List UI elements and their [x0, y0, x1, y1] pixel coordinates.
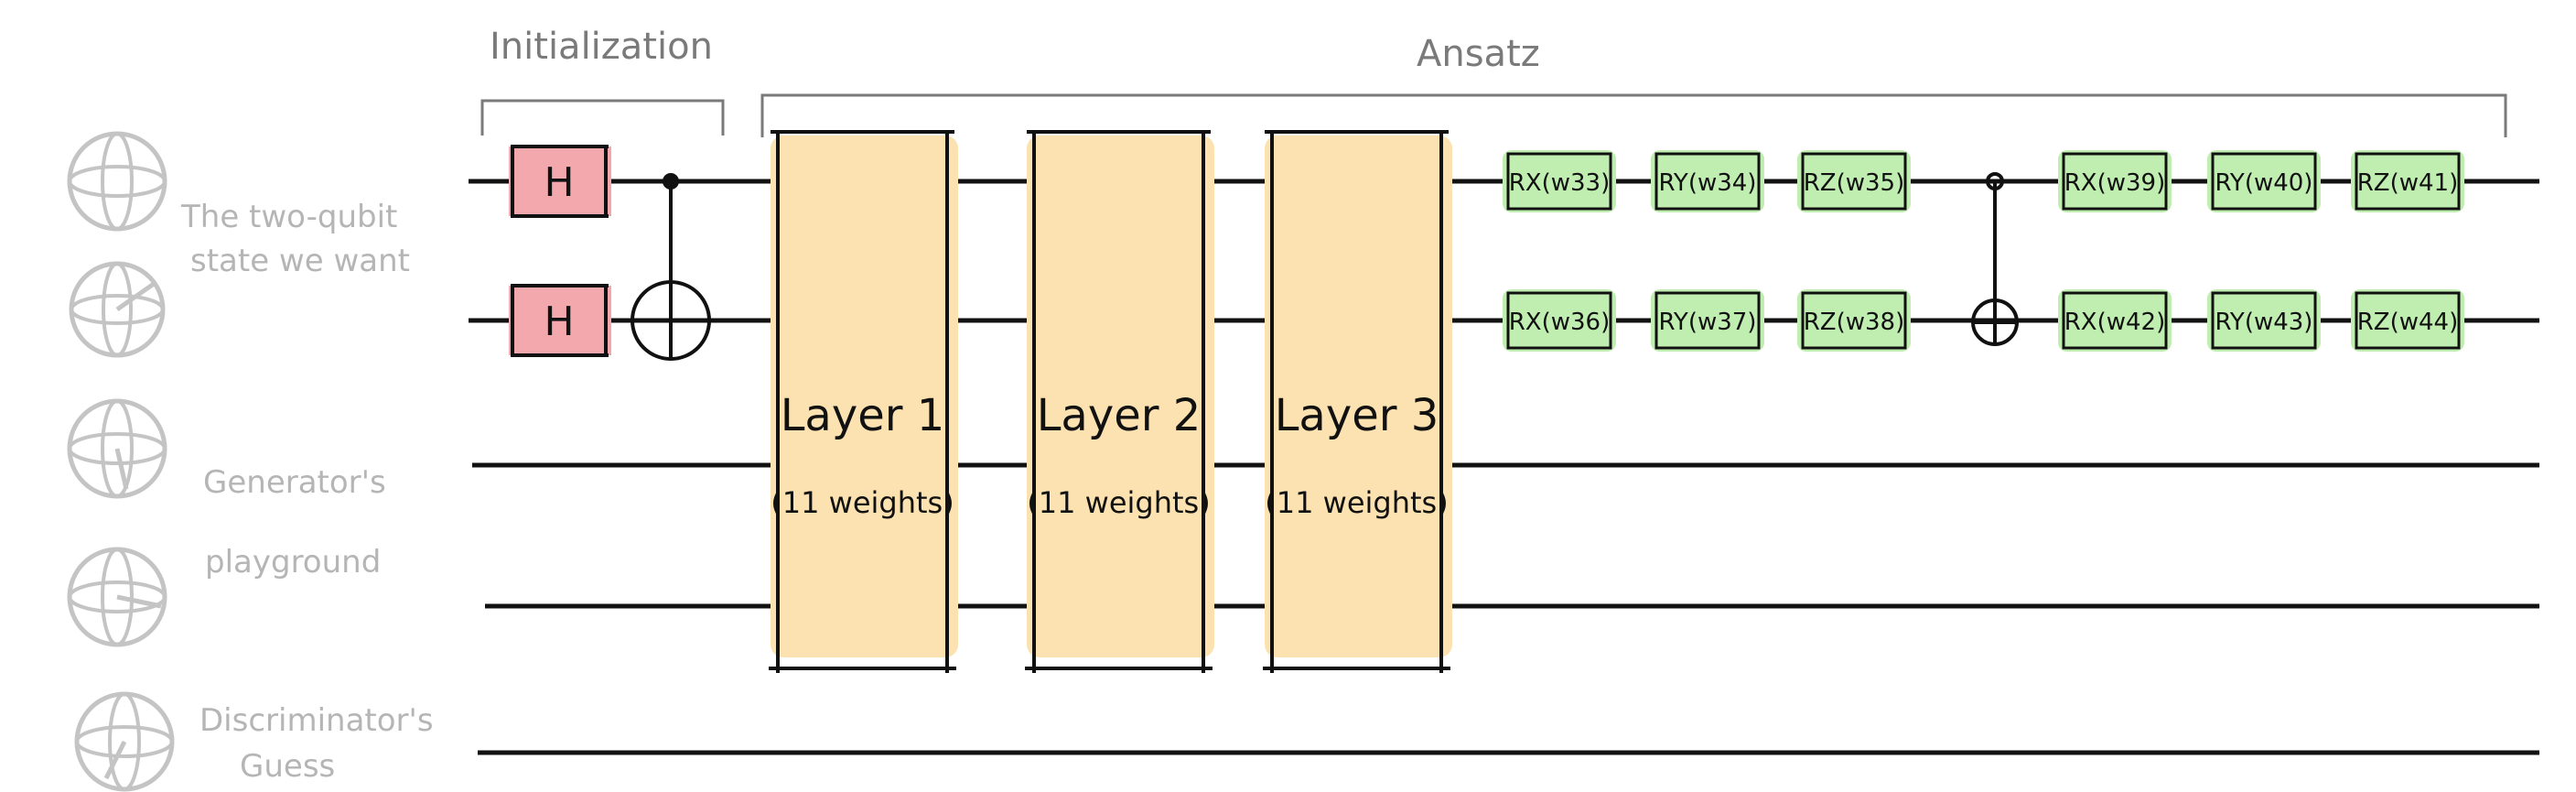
generator-label-line2: playground — [205, 544, 381, 580]
discriminator-label-line2: Guess — [240, 748, 335, 785]
hadamard-gate-wire-0: H — [509, 145, 611, 218]
rotation-gate: RY(w40) — [2207, 150, 2321, 212]
cnot-gate-ansatz — [1971, 172, 2019, 346]
layer-block-3: Layer 3 (11 weights) — [1263, 130, 1452, 673]
rotation-gate: RY(w43) — [2207, 289, 2321, 352]
ansatz-section-label: Ansatz — [1417, 33, 1540, 75]
discriminator-label-line1: Discriminator's — [199, 702, 434, 739]
hadamard-label: H — [544, 298, 574, 345]
layer-subtitle: (11 weights) — [1265, 485, 1448, 520]
target-state-label-line1: The two-qubit — [180, 199, 397, 235]
bloch-sphere-icon — [69, 261, 166, 358]
rotation-gate: RX(w39) — [2058, 150, 2172, 212]
rotation-gate: RX(w36) — [1503, 289, 1616, 352]
hadamard-label: H — [544, 159, 574, 206]
rotation-gate: RZ(w35) — [1797, 150, 1911, 212]
layer-block-1: Layer 1 (11 weights) — [769, 130, 958, 673]
rotation-gate-label: RZ(w44) — [2357, 309, 2459, 336]
control-dot-icon — [663, 173, 679, 190]
bloch-sphere-icon — [67, 398, 167, 499]
layer-block-2: Layer 2 (11 weights) — [1025, 130, 1214, 673]
rotation-gate: RZ(w38) — [1797, 289, 1911, 352]
bloch-sphere-icon — [67, 547, 167, 647]
control-dot-icon — [1986, 172, 2004, 190]
rotation-gate-label: RX(w42) — [2064, 309, 2166, 336]
target-state-label-line2: state we want — [190, 243, 410, 279]
rotation-gate: RY(w37) — [1651, 289, 1764, 352]
layer-title: Layer 3 — [1275, 390, 1439, 441]
rotation-gate-label: RX(w33) — [1509, 169, 1611, 197]
initialization-bracket — [480, 99, 725, 136]
rotation-gate: RY(w34) — [1651, 150, 1764, 212]
rotation-gate-label: RX(w36) — [1509, 309, 1611, 336]
layer-title: Layer 2 — [1037, 390, 1202, 441]
rotation-gate: RX(w33) — [1503, 150, 1616, 212]
layer-title: Layer 1 — [781, 390, 945, 441]
hadamard-gate-wire-1: H — [509, 284, 611, 357]
rotation-gate-label: RZ(w38) — [1804, 309, 1905, 336]
rotation-gate-label: RX(w39) — [2064, 169, 2166, 197]
rotation-gate-label: RY(w43) — [2215, 309, 2313, 336]
rotation-gate-label: RY(w34) — [1659, 169, 1757, 197]
layer-subtitle: (11 weights) — [1027, 485, 1210, 520]
rotation-gate: RZ(w41) — [2351, 150, 2464, 212]
ansatz-bracket — [760, 93, 2507, 137]
initialization-section-label: Initialization — [490, 26, 713, 68]
bloch-sphere-icon — [67, 131, 167, 232]
rotation-gate-label: RY(w40) — [2215, 169, 2313, 197]
rotation-gate: RZ(w44) — [2351, 289, 2464, 352]
rotation-gate: RX(w42) — [2058, 289, 2172, 352]
bloch-sphere-icon — [74, 691, 175, 792]
generator-label-line1: Generator's — [203, 464, 386, 501]
cnot-gate-init — [631, 173, 711, 361]
rotation-gate-label: RY(w37) — [1659, 309, 1757, 336]
rotation-gate-label: RZ(w35) — [1804, 169, 1905, 197]
rotation-gate-label: RZ(w41) — [2357, 169, 2459, 197]
layer-subtitle: (11 weights) — [771, 485, 954, 520]
